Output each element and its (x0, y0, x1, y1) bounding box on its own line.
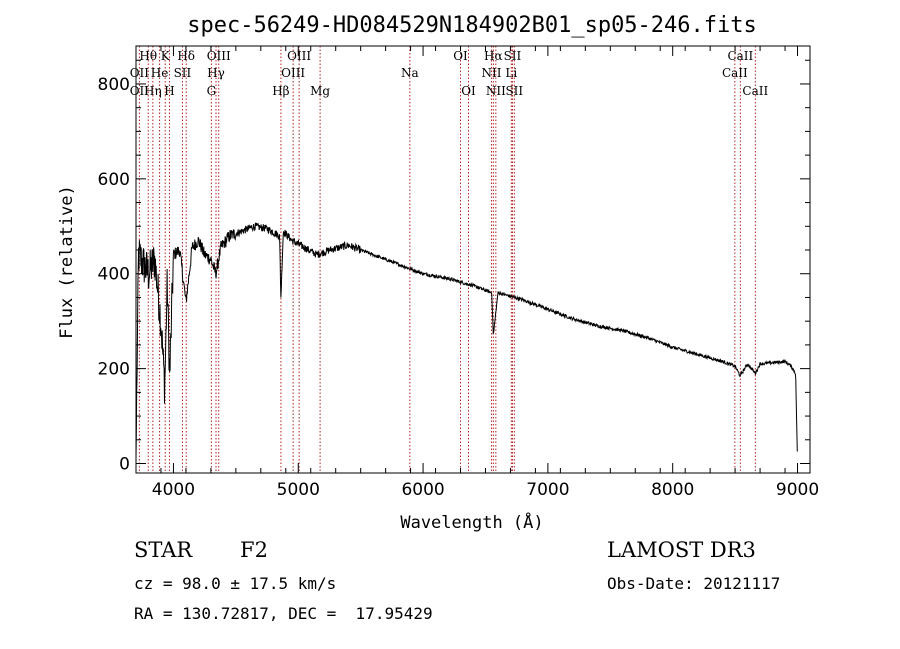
spectral-line-label: CaII (727, 49, 753, 63)
spectral-line-label: H (164, 84, 174, 98)
y-tick-label: 0 (119, 455, 130, 475)
object-class: STAR (134, 538, 193, 562)
spectral-line-label: Hη (144, 84, 162, 98)
y-tick-label: 200 (98, 360, 130, 380)
x-tick-label: 5000 (277, 480, 320, 500)
x-axis-label: Wavelength (Å) (400, 511, 543, 533)
spectral-line-label: OI (461, 84, 476, 98)
spectral-line-label: Hβ (272, 84, 289, 98)
y-tick-label: 400 (98, 265, 130, 285)
redshift-text: cz = 98.0 ± 17.5 km/s (134, 574, 337, 593)
spectral-line-label: K (161, 49, 171, 63)
spectral-line-label: OII (130, 66, 150, 80)
spectral-line-label: OIII (287, 49, 311, 63)
spectral-line-label: NII (481, 66, 501, 80)
spectrum-series-line (135, 222, 798, 459)
x-tick-label: 6000 (401, 480, 444, 500)
y-tick-label: 600 (98, 170, 130, 190)
x-tick-label: 7000 (526, 480, 569, 500)
survey-name: LAMOST DR3 (607, 538, 756, 562)
axis-ticks: 4000 5000 6000 7000 8000 9000 0 200 400 600 800 (98, 46, 819, 500)
spectral-line-label: OIII (281, 66, 305, 80)
spectral-line-label: CaII (742, 84, 768, 98)
x-tick-label: 4000 (152, 480, 195, 500)
spectral-line-label: Hγ (207, 66, 225, 80)
spectral-line-label: OI (453, 49, 468, 63)
chart-title: spec-56249-HD084529N184902B01_sp05-246.f… (187, 13, 757, 38)
spectral-lines-layer (138, 46, 756, 473)
spectral-line-label: He (151, 66, 169, 80)
spectral-line-label: Hθ (139, 49, 157, 63)
spectral-line-label: Hδ (177, 49, 195, 63)
x-tick-label: 9000 (776, 480, 819, 500)
spectral-line-labels: OIIOIIHθHηHeKHSIIHδGHγOIIIHβOIIIOIIIMgNa… (130, 49, 769, 98)
plot-frame (135, 45, 811, 474)
obs-date: Obs-Date: 20121117 (607, 574, 781, 593)
spectral-line-label: Mg (310, 84, 330, 98)
spectral-line-label: Na (401, 66, 419, 80)
spectral-line-label: Hα (484, 49, 503, 63)
spectral-line-label: OIII (207, 49, 231, 63)
spectral-line-label: Li (505, 66, 517, 80)
spectral-line-label: NII (486, 84, 506, 98)
coordinates-text: RA = 130.72817, DEC = 17.95429 (134, 604, 433, 623)
y-tick-label: 800 (98, 75, 130, 95)
spectral-line-label: CaII (722, 66, 748, 80)
x-tick-label: 8000 (651, 480, 694, 500)
spectral-line-label: SII (174, 66, 192, 80)
object-subclass: F2 (240, 538, 268, 562)
spectral-line-label: OII (130, 84, 150, 98)
spectral-line-label: SII (504, 49, 522, 63)
spectral-line-label: SII (505, 84, 523, 98)
y-axis-label: Flux (relative) (57, 185, 77, 339)
spectral-line-label: G (207, 84, 217, 98)
